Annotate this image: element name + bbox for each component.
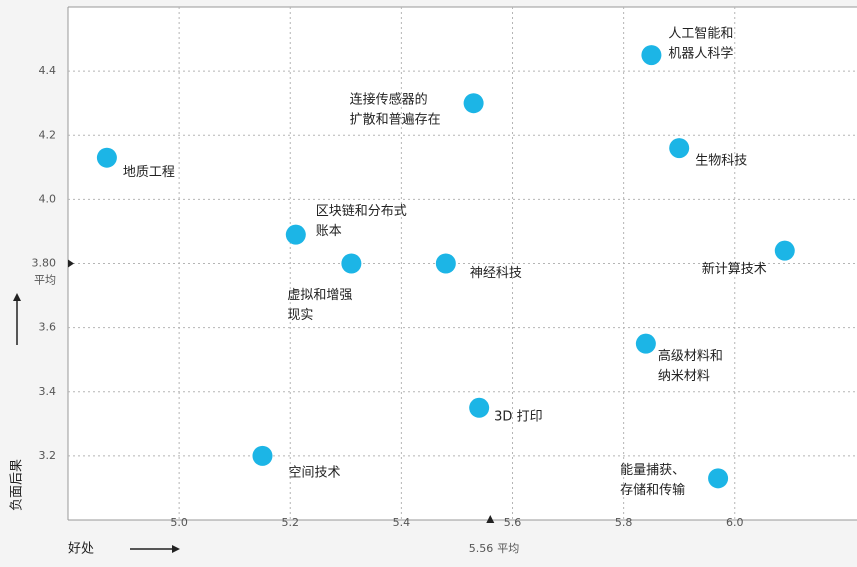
point-label: 神经科技 [470, 266, 522, 281]
x-tick-label: 5.0 [170, 516, 188, 529]
point-label: 现实 [287, 308, 313, 323]
point-label: 空间技术 [288, 465, 340, 480]
y-arrow-head [13, 293, 21, 301]
x-mean-label: 平均 [497, 542, 519, 555]
point-label: 新计算技术 [702, 261, 767, 277]
point [774, 240, 795, 261]
y-tick-label: 3.80 [32, 257, 57, 270]
point [708, 468, 729, 489]
point-label: 机器人科学 [668, 46, 733, 62]
point-label: 扩散和普遍存在 [350, 112, 441, 128]
point-label: 区块链和分布式 [316, 204, 407, 219]
x-tick-label: 6.0 [726, 516, 744, 529]
y-tick-label: 4.2 [39, 128, 57, 141]
x-mean-marker [486, 515, 495, 523]
x-tick-label: 5.2 [282, 516, 300, 529]
x-arrow-head [172, 545, 180, 553]
y-mean-label: 平均 [34, 274, 56, 287]
y-mean-marker [68, 259, 74, 268]
point-label: 纳米材料 [658, 369, 710, 384]
point [435, 253, 456, 274]
point [641, 45, 662, 66]
point [341, 253, 362, 274]
point [469, 397, 490, 418]
y-tick-label: 3.6 [39, 321, 57, 334]
x-tick-label: 5.8 [615, 516, 633, 529]
point-label: 地质工程 [123, 165, 175, 180]
y-axis-label: 负面后果 [10, 459, 25, 511]
point-label: 连接传感器的 [350, 92, 428, 108]
point [463, 93, 484, 114]
point-label: 账本 [316, 224, 342, 239]
x-mean-value: 5.56 [469, 542, 494, 555]
y-tick-label: 4.4 [39, 64, 57, 77]
point [669, 138, 690, 159]
x-tick-label: 5.4 [393, 516, 411, 529]
y-tick-label: 4.0 [39, 192, 57, 205]
point-label: 3D 打印 [494, 409, 542, 424]
point [96, 147, 117, 168]
point [285, 224, 306, 245]
y-tick-label: 3.2 [39, 449, 57, 462]
x-axis-label: 好处 [68, 542, 94, 557]
point [252, 445, 273, 466]
point-label: 生物科技 [695, 154, 747, 169]
point-label: 高级材料和 [658, 348, 723, 364]
point-label: 存储和传输 [620, 482, 685, 498]
x-tick-label: 5.6 [504, 516, 522, 529]
point-label: 人工智能和 [668, 27, 733, 42]
point-label: 能量捕获、 [620, 462, 685, 478]
point-label: 虚拟和增强 [287, 288, 352, 303]
point [635, 333, 656, 354]
y-tick-label: 3.4 [39, 385, 57, 398]
